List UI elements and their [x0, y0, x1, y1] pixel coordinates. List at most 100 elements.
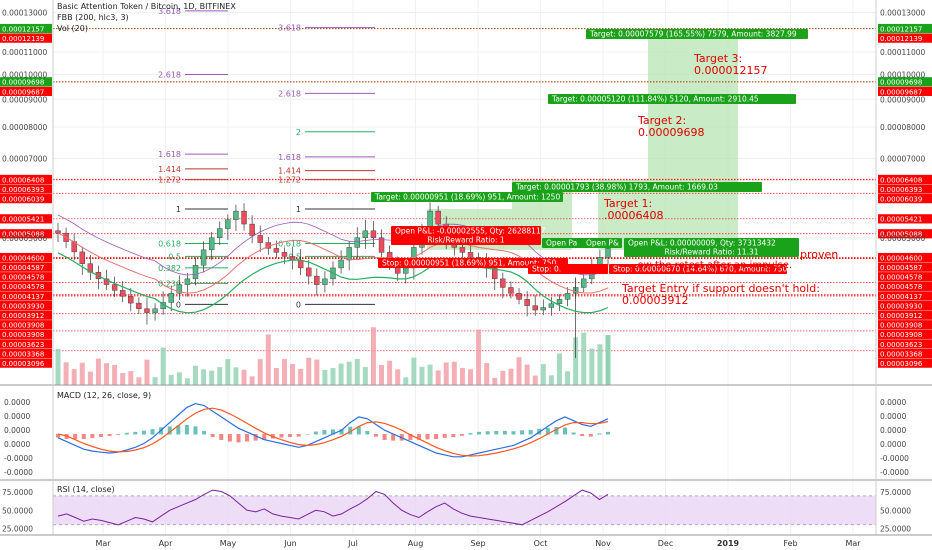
volume-bar: [104, 363, 110, 385]
macd-histogram-bar: [485, 431, 490, 435]
macd-histogram-bar: [382, 434, 387, 440]
volume-bar: [168, 374, 174, 385]
position-label-bg: [548, 94, 796, 104]
price-badge-left-text: 0.00003912: [2, 312, 44, 320]
candle-body: [306, 267, 312, 277]
fib-label: 2.618: [158, 70, 181, 79]
candle-body: [55, 230, 61, 234]
position-label-stop[interactable]: Stop: 0.: [528, 264, 608, 274]
fib-label: 0.618: [278, 240, 301, 249]
x-tick-label: Jul: [347, 539, 358, 548]
price-badge-left-text: 0.00009687: [2, 88, 44, 96]
volume-bars: [55, 327, 611, 385]
volume-bar: [87, 371, 93, 385]
candle-body: [322, 278, 328, 285]
position-label-target[interactable]: Target: 0.00007579 (165.55%) 7579, Amoun…: [586, 29, 808, 39]
volume-bar: [136, 377, 142, 385]
x-tick-label: May: [220, 539, 237, 548]
candle-body: [564, 293, 571, 300]
price-badge-left-text: 0.00012139: [2, 35, 44, 43]
macd-histogram-bar: [98, 434, 103, 437]
candle-body: [241, 210, 247, 225]
volume-bar: [395, 369, 401, 385]
macd-histogram-bar: [288, 434, 293, 437]
price-badge-right: [878, 272, 932, 282]
position-label-open[interactable]: Open P&L: -0.00002555, Qty: 26288117Risk…: [391, 226, 546, 245]
candle-body: [249, 223, 255, 236]
position-label-target[interactable]: Target: 0.00000951 (18.69%) 951, Amount:…: [371, 192, 563, 202]
x-tick-label: Jun: [283, 539, 297, 548]
rsi-y-tick-left: 50.0000: [2, 506, 33, 515]
macd-histogram-bar: [313, 431, 318, 435]
macd-histogram-bar: [81, 434, 86, 440]
macd-histogram-bar: [554, 427, 559, 435]
x-tick-label: Nov: [595, 539, 611, 548]
position-label-target[interactable]: Target: 0.00005120 (111.84%) 5120, Amoun…: [548, 94, 796, 104]
price-badge-right-text: 0.00003623: [880, 341, 922, 349]
macd-histogram-bar: [588, 434, 593, 437]
candle-body: [605, 248, 611, 258]
volume-bar: [233, 367, 239, 385]
price-badge-right-text: 0.00009698: [880, 79, 922, 87]
annotation-text: Target 2:: [637, 114, 686, 127]
volume-bar: [193, 365, 198, 385]
candle-body: [144, 308, 150, 313]
annotation-text: 0.00009698: [638, 126, 704, 139]
macd-histogram-bar: [90, 434, 95, 439]
macd-y-tick-right: 0.0000: [880, 398, 906, 407]
candle-body: [111, 284, 118, 291]
position-labels[interactable]: Target: 0.00007579 (165.55%) 7579, Amoun…: [371, 29, 808, 274]
price-badge-right: [878, 339, 932, 349]
annotation-text: Target 3:: [693, 52, 742, 65]
rsi-pane: RSI (14, close) 75.0000 75.0000 50.0000 50.0…: [2, 485, 911, 533]
macd-histogram-bar: [107, 434, 112, 437]
price-badge-left: [0, 291, 52, 301]
volume-bar: [338, 363, 344, 385]
fib-label: 2.618: [278, 89, 301, 98]
macd-histogram-bar: [73, 434, 78, 440]
macd-histogram-bar: [116, 434, 121, 435]
macd-histogram-bar: [202, 430, 207, 435]
volume-indicator-label: Vol (20): [57, 24, 88, 33]
price-badge-left-text: 0.00005421: [2, 216, 44, 224]
annotation-text: 0.000012157: [694, 64, 767, 77]
position-label-bg: [528, 264, 608, 274]
annotation-text: 0.00003912: [622, 294, 688, 307]
volume-bar: [330, 368, 336, 385]
price-badge-left: [0, 281, 52, 291]
price-badge-right-text: 0.00004587: [880, 264, 922, 272]
macd-histogram-bar: [442, 434, 447, 438]
volume-bar: [435, 370, 441, 385]
macd-y-tick-right: -0.0000: [880, 468, 909, 477]
candle-body: [532, 305, 538, 311]
position-label-target[interactable]: Target: 0.00001793 (38.98%) 1793, Amount…: [512, 182, 762, 192]
candle-body: [338, 259, 344, 269]
candle-body: [500, 278, 506, 288]
volume-bar: [95, 358, 101, 385]
macd-signal-line: [57, 407, 609, 457]
candle-body: [370, 230, 377, 238]
position-label-stop[interactable]: Stop: 0.00000670 (14.64%) 670, Amount: 7…: [609, 264, 788, 274]
macd-histogram-bar: [253, 434, 258, 441]
price-badge-left-text: 0.00004587: [2, 264, 44, 272]
position-label-open[interactable]: Open P&: [582, 238, 622, 248]
position-label-open[interactable]: Open P&L: 0.00000009, Qty: 37313432Risk/…: [624, 238, 799, 257]
macd-y-tick-right: 0.0000: [880, 426, 906, 435]
candle-body: [548, 303, 555, 308]
macd-histogram-bar: [322, 430, 327, 435]
volume-bar: [298, 368, 304, 385]
volume-bar: [362, 367, 368, 385]
macd-histogram-bar: [365, 430, 370, 435]
price-badge-right-text: 0.00003908: [880, 322, 922, 330]
price-badge-right: [878, 194, 932, 204]
position-label-stop[interactable]: Stop: 0.00000951 (18.69%) 951, Amount: 7…: [378, 258, 568, 268]
candle-body: [540, 307, 546, 311]
macd-histogram-bar: [305, 434, 310, 435]
price-badge-right: [878, 174, 932, 185]
volume-bar: [160, 347, 166, 385]
y-tick-label-right: 0.00007000: [880, 155, 926, 164]
macd-histogram-bar: [279, 434, 284, 438]
price-badge-right: [878, 184, 932, 194]
candle-body: [524, 299, 530, 306]
